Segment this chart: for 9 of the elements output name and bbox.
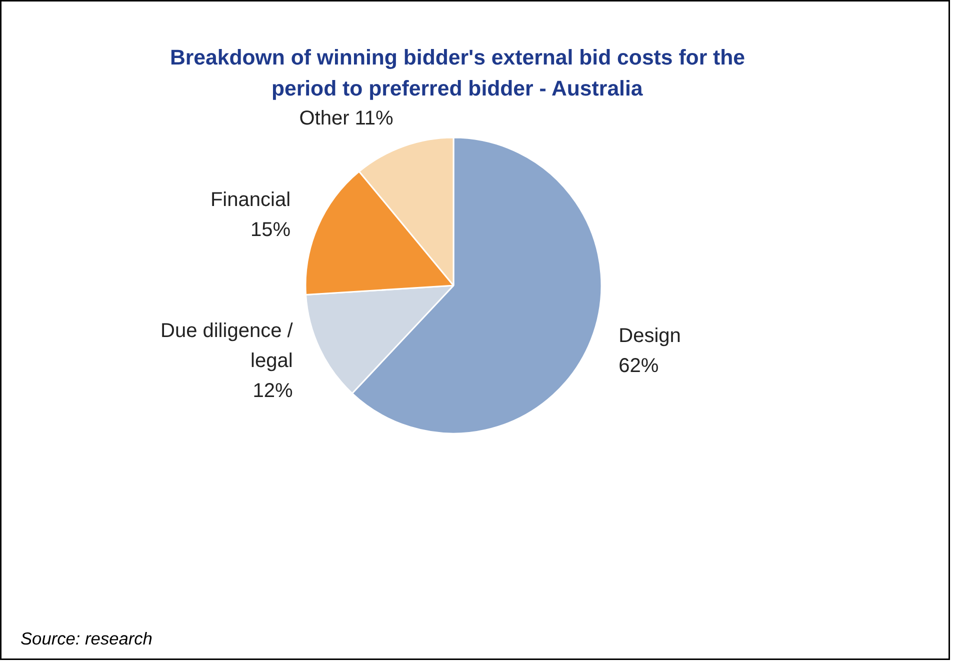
source-note: Source: research: [20, 628, 152, 648]
slice-label: Other 11%: [299, 107, 394, 130]
data-label: 62%: [618, 354, 659, 377]
slice-label: Financial: [210, 188, 291, 211]
chart-title: Breakdown of winning bidder's external bid costs for the period to preferred bidder - Australia: [170, 46, 746, 100]
data-label: 15%: [250, 218, 291, 241]
data-label: 12%: [252, 380, 294, 402]
slice-label: Design: [618, 324, 681, 347]
slice-label: Due diligence / legal: [160, 320, 294, 372]
